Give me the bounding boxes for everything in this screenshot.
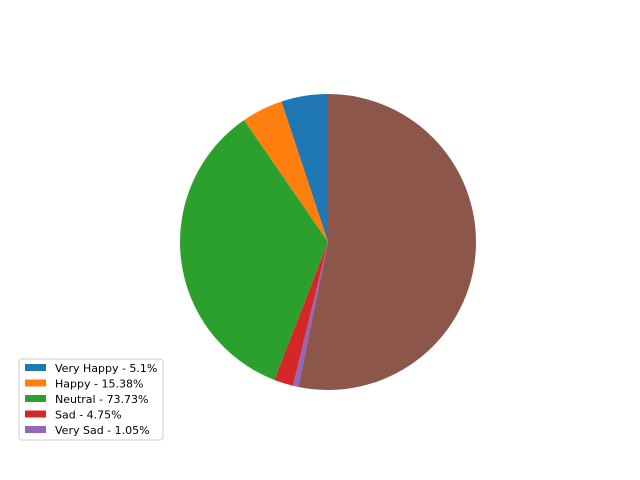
legend-label-3: Sad - 4.75% [55, 409, 122, 422]
pie-slice-4 [292, 242, 328, 388]
pie-slice-5 [298, 94, 477, 391]
legend-swatch-2 [25, 395, 46, 402]
legend-label-1: Happy - 15.38% [55, 378, 143, 391]
legend-frame [18, 358, 164, 441]
pie-slice-1 [244, 101, 328, 242]
pie-slice-0 [281, 94, 328, 242]
legend-label-4: Very Sad - 1.05% [55, 424, 150, 437]
legend-label-2: Neutral - 73.73% [55, 393, 149, 406]
pie-slice-3 [274, 242, 328, 386]
legend-swatch-1 [25, 379, 46, 387]
legend-swatch-3 [25, 410, 46, 418]
legend: Very Happy - 5.1% Happy - 15.38% Neutral -… [18, 358, 164, 441]
legend-label-0: Very Happy - 5.1% [55, 362, 157, 375]
pie-slices [179, 94, 477, 391]
legend-swatch-4 [25, 426, 46, 433]
legend-swatch-0 [25, 364, 46, 371]
pie-slice-2 [179, 120, 328, 380]
